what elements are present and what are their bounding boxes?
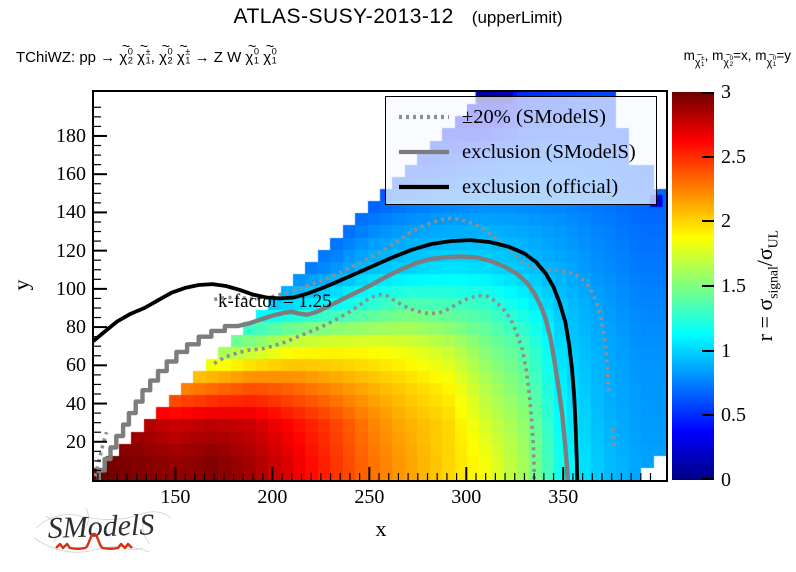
colorbar-tick: [702, 285, 714, 287]
colorbar-tick-label: 0.5: [721, 404, 746, 427]
colorbar-tick-label: 0: [721, 469, 731, 491]
analysis-id: ATLAS-SUSY-2013-12: [233, 5, 454, 28]
colorbar-tick-label: 1.5: [721, 275, 746, 297]
contour-exclusion-smodels: [96, 254, 570, 480]
colorbar: [672, 92, 714, 480]
logo-text: SModelS: [47, 508, 155, 545]
colorbar-tick: [702, 220, 714, 223]
plot-area: ±20% (SModelS) exclusion (SModelS) exclusi…: [92, 90, 668, 482]
x-tick-label: 200: [257, 486, 288, 508]
contour-pm20-smodels: [610, 428, 616, 446]
legend-item: ±20% (SModelS): [386, 100, 656, 134]
y-tick-label: 160: [56, 163, 86, 186]
particle-symbol: χ ~0 2: [119, 39, 133, 66]
smodels-logo: SModelS: [33, 507, 172, 553]
y-tick-label: 20: [66, 430, 86, 453]
particle-symbol: χ ~ ±1: [137, 39, 151, 66]
x-tick-label: 250: [354, 486, 385, 508]
contour-pm20-smodels: [94, 431, 109, 477]
legend-line-sample-solid: [399, 184, 449, 190]
legend-item: exclusion (official): [386, 170, 656, 204]
particle-symbol: χ ~ ±1: [694, 49, 705, 69]
plot-title: ATLAS-SUSY-2013-12 (upperLimit): [0, 5, 796, 29]
legend-item: exclusion (SModelS): [386, 135, 656, 169]
legend-label: exclusion (official): [462, 175, 619, 198]
x-tick-label: 300: [451, 486, 482, 508]
y-tick-label: 60: [66, 354, 86, 377]
legend-line-sample-dotted: [399, 114, 449, 120]
colorbar-tick: [702, 155, 714, 158]
result-type-label: (upperLimit): [471, 8, 563, 27]
particle-symbol: χ ~0 1: [245, 39, 260, 66]
x-tick-label: 150: [160, 486, 191, 508]
contour-overlay: [94, 106, 652, 480]
legend-label: exclusion (SModelS): [462, 140, 636, 163]
logo-resonance-curve: [55, 532, 133, 550]
x-tick-label: 350: [548, 486, 579, 508]
y-tick-label: 80: [66, 316, 86, 339]
subscript: signal: [765, 266, 781, 300]
colorbar-title: r = σsignal/σUL: [752, 230, 781, 342]
y-axis-title: y: [8, 279, 34, 291]
colorbar-tick-label: 1: [721, 339, 731, 362]
y-tick-label: 180: [56, 124, 86, 147]
y-tick-label: 100: [56, 277, 86, 300]
legend-label: ±20% (SModelS): [462, 105, 606, 128]
colorbar-tick: [702, 414, 714, 417]
colorbar-tick: [702, 92, 714, 94]
colorbar-tick: [702, 478, 714, 480]
colorbar-title-wrap: r = σsignal/σUL: [740, 92, 794, 480]
legend-line-sample-solid: [399, 149, 449, 155]
y-tick-label: 40: [66, 392, 86, 415]
mass-plane-label: m χ ~ ±1, m χ ~0 2 =x, m χ ~0 1 =y: [683, 48, 791, 69]
legend-box: ±20% (SModelS) exclusion (SModelS) exclusi…: [385, 96, 657, 205]
particle-symbol: χ ~0 1: [263, 39, 277, 66]
contour-exclusion-official: [94, 238, 580, 480]
process-label: TChiWZ: pp → χ ~0 2 χ ~ ±1, χ ~0 2 χ ~ ±1 → Z W …: [16, 39, 277, 66]
particle-symbol: χ ~0 2: [159, 39, 173, 66]
particle-symbol: χ ~ ±1: [176, 39, 191, 66]
k-factor-annotation: k-factor = 1.25: [218, 291, 332, 312]
logo-scribble: [33, 507, 172, 553]
contour-pm20-smodels: [213, 216, 611, 393]
y-tick-label: 140: [56, 201, 86, 224]
colorbar-tick: [702, 349, 714, 352]
particle-symbol: χ ~0 2: [723, 49, 734, 69]
contour-pm20-smodels: [213, 292, 536, 480]
x-axis-title: x: [375, 516, 387, 541]
subscript: UL: [765, 230, 781, 249]
colorbar-tick-label: 3: [721, 81, 731, 103]
colorbar-tick-label: 2.5: [721, 145, 746, 168]
particle-symbol: χ ~0 1: [766, 49, 777, 69]
y-tick-label: 120: [56, 239, 86, 262]
colorbar-tick-label: 2: [721, 210, 731, 233]
